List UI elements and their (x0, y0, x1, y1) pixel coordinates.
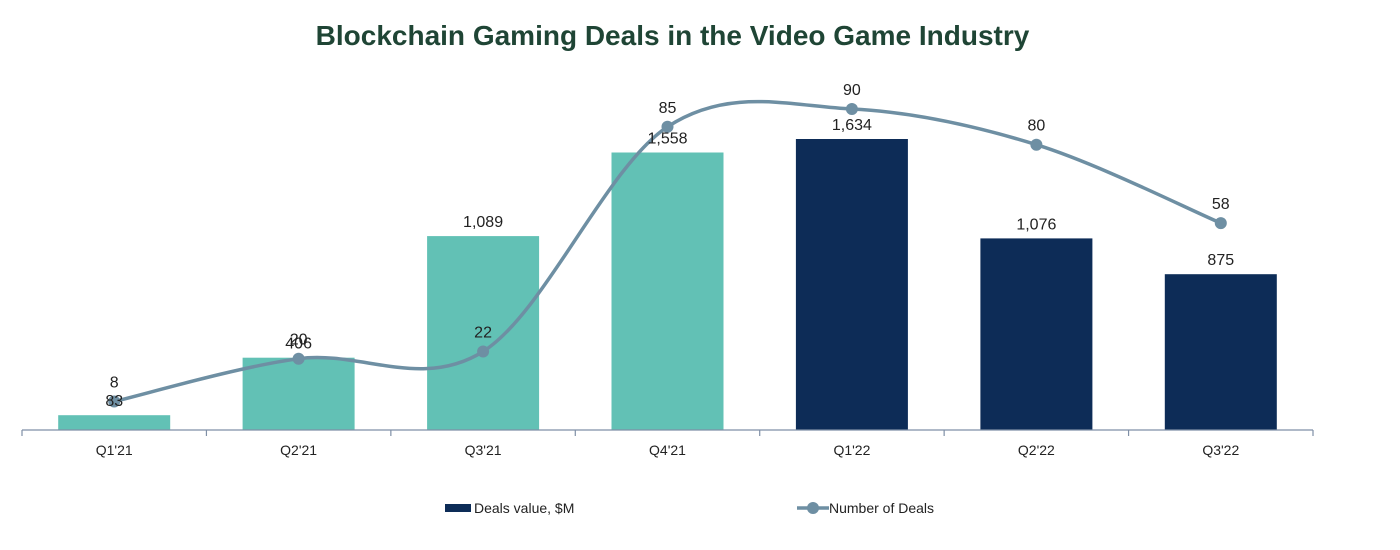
line-value-label: 85 (659, 100, 677, 117)
bar-value-label: 83 (105, 393, 123, 410)
bars-layer (58, 139, 1277, 430)
bar-value-label: 1,634 (832, 117, 872, 134)
line-value-label: 22 (474, 325, 492, 342)
bar-Q2'22 (980, 238, 1093, 430)
bar-Q3'21 (427, 236, 540, 430)
line-layer (108, 99, 1227, 408)
line-point-Q1'21 (108, 395, 121, 408)
legend-label-deals-value: Deals value, $M (474, 500, 574, 516)
x-tick-label: Q1'22 (833, 442, 870, 458)
x-axis: Q1'21 Q2'21 Q3'21 Q4'21 Q1'22 Q2'22 Q3'22 (21, 429, 1314, 458)
x-tick-label: Q2'22 (1018, 442, 1055, 458)
x-tick-label: Q3'21 (465, 442, 502, 458)
bar-value-label: 1,089 (463, 214, 503, 231)
line-point-Q2'22 (1030, 138, 1043, 151)
x-tick-label: Q3'22 (1202, 442, 1239, 458)
bar-Q4'21 (611, 152, 724, 430)
chart-title: Blockchain Gaming Deals in the Video Gam… (315, 20, 1030, 51)
bar-value-label: 1,076 (1016, 216, 1056, 233)
line-point-Q4'21 (661, 120, 674, 133)
line-point-Q2'21 (292, 352, 305, 365)
x-tick-label: Q1'21 (96, 442, 133, 458)
line-value-label: 58 (1212, 196, 1230, 213)
line-value-label: 80 (1027, 118, 1045, 135)
bar-Q3'22 (1164, 274, 1277, 430)
legend-marker-number-of-deals (807, 502, 819, 514)
line-value-label: 8 (110, 375, 119, 392)
line-point-Q3'22 (1214, 217, 1227, 230)
bar-value-label: 406 (285, 336, 312, 353)
bar-value-label: 1,558 (647, 131, 687, 148)
legend-swatch-deals-value (445, 504, 471, 512)
bar-Q1'21 (58, 415, 171, 430)
x-tick-label: Q2'21 (280, 442, 317, 458)
bar-Q2'21 (242, 357, 355, 430)
labels-layer: 83 406 1,089 1,558 1,634 1,076 875 8 20 22 85 90 80 5… (105, 82, 1234, 410)
legend-label-number-of-deals: Number of Deals (829, 500, 934, 516)
line-point-Q3'21 (477, 345, 490, 358)
legend: Deals value, $M Number of Deals (445, 500, 934, 516)
bar-value-label: 875 (1207, 252, 1234, 269)
line-value-label: 90 (843, 82, 861, 99)
line-point-Q1'22 (845, 103, 858, 115)
bar-Q1'22 (795, 139, 908, 430)
line-value-label: 20 (290, 332, 308, 349)
x-tick-label: Q4'21 (649, 442, 686, 458)
